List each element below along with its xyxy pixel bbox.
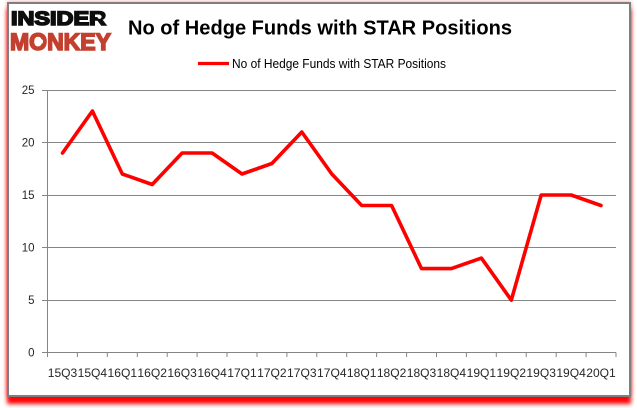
svg-text:INSIDER: INSIDER bbox=[11, 8, 106, 30]
svg-text:19Q3: 19Q3 bbox=[526, 366, 556, 380]
svg-text:18Q2: 18Q2 bbox=[377, 366, 407, 380]
svg-text:25: 25 bbox=[22, 85, 35, 97]
svg-text:16Q3: 16Q3 bbox=[167, 366, 197, 380]
svg-text:No of Hedge Funds with STAR Po: No of Hedge Funds with STAR Positions bbox=[128, 18, 512, 40]
svg-text:0: 0 bbox=[28, 348, 34, 360]
svg-text:18Q3: 18Q3 bbox=[407, 366, 437, 380]
svg-text:16Q2: 16Q2 bbox=[137, 366, 167, 380]
svg-text:15Q4: 15Q4 bbox=[78, 366, 108, 380]
svg-text:19Q4: 19Q4 bbox=[556, 366, 586, 380]
svg-text:18Q1: 18Q1 bbox=[347, 366, 377, 380]
svg-text:17Q1: 17Q1 bbox=[227, 366, 257, 380]
svg-text:No of Hedge Funds with STAR Po: No of Hedge Funds with STAR Positions bbox=[232, 57, 446, 71]
svg-text:16Q4: 16Q4 bbox=[197, 366, 227, 380]
svg-text:MONKEY: MONKEY bbox=[10, 29, 111, 56]
svg-text:19Q1: 19Q1 bbox=[467, 366, 497, 380]
svg-text:5: 5 bbox=[28, 295, 34, 307]
svg-text:10: 10 bbox=[22, 243, 35, 255]
svg-text:18Q4: 18Q4 bbox=[437, 366, 467, 380]
svg-text:15: 15 bbox=[22, 190, 35, 202]
svg-text:20: 20 bbox=[22, 138, 35, 150]
svg-text:19Q2: 19Q2 bbox=[497, 366, 527, 380]
svg-text:16Q1: 16Q1 bbox=[108, 366, 138, 380]
svg-text:17Q3: 17Q3 bbox=[287, 366, 317, 380]
svg-text:15Q3: 15Q3 bbox=[48, 366, 78, 380]
svg-text:20Q1: 20Q1 bbox=[586, 366, 616, 380]
svg-text:17Q4: 17Q4 bbox=[317, 366, 347, 380]
svg-text:17Q2: 17Q2 bbox=[257, 366, 287, 380]
